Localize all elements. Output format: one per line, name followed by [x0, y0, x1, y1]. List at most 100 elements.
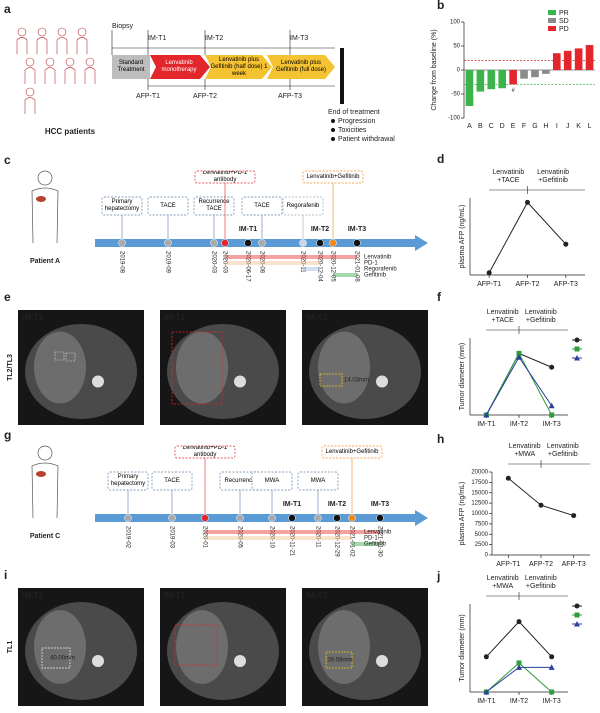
label: AFP-T3	[562, 561, 586, 568]
label: F	[522, 123, 526, 130]
text-box: MWA	[264, 477, 280, 484]
person-body	[76, 37, 88, 54]
label: IM-T3	[306, 313, 327, 322]
label: 2020-12-04	[316, 251, 322, 282]
label: Patient withdrawal	[338, 136, 395, 143]
person-head	[45, 57, 55, 67]
label: AFP-T1	[496, 561, 520, 568]
label: J	[566, 123, 570, 130]
text-box: Recurrence	[224, 478, 255, 484]
marker	[574, 603, 580, 609]
label: AFP-T2	[515, 281, 539, 288]
bar	[542, 70, 550, 74]
label: Toxicities	[338, 127, 367, 134]
label: IM-T2	[311, 226, 329, 233]
label: #	[511, 88, 515, 94]
marker	[516, 660, 522, 666]
label: 2019-09	[164, 251, 170, 274]
box-text: Primary hepatectomy	[104, 199, 140, 212]
organ	[176, 331, 228, 404]
label: H	[543, 123, 548, 130]
label: 17500	[471, 480, 488, 486]
person-head	[17, 27, 27, 37]
label: 7500	[475, 521, 489, 527]
marker	[486, 270, 492, 276]
label: PD-1	[364, 536, 378, 542]
event-box	[101, 196, 143, 216]
label: 20000	[471, 470, 488, 476]
label: g	[4, 428, 11, 442]
text-box: Lenvatinib plus Gefitinib (half dose) 1 …	[210, 56, 268, 77]
label: 2020-06-17	[244, 251, 250, 282]
event-box	[297, 471, 339, 491]
box-text: Lenvatinib plus Gefitinib (full dose)	[275, 60, 327, 73]
label: Lenvatinib	[525, 309, 557, 316]
bar	[531, 70, 539, 78]
label: j	[436, 569, 440, 583]
box-text: Regorafenib	[286, 202, 320, 209]
bullet	[331, 119, 335, 123]
event-box	[194, 170, 256, 184]
marker	[549, 654, 555, 660]
label: +Gefitinib	[538, 177, 568, 184]
label: +TACE	[492, 317, 515, 324]
silhouette	[37, 445, 53, 461]
label: c	[4, 153, 11, 167]
person-body	[24, 67, 36, 84]
bar	[498, 70, 507, 89]
label: Patient C	[30, 533, 60, 540]
marker	[574, 355, 580, 361]
stage	[150, 55, 210, 79]
label: AFP-T1	[477, 281, 501, 288]
person-body	[64, 67, 76, 84]
label: L	[588, 123, 592, 130]
marker	[548, 402, 555, 409]
label: C	[489, 123, 494, 130]
marker	[549, 412, 555, 418]
marker	[516, 354, 522, 360]
text-box: TACE	[254, 203, 270, 209]
label: 2020-11	[314, 526, 320, 548]
person-head	[85, 57, 95, 67]
label: Lenvatinib	[537, 169, 569, 176]
label: Lenvatinib	[492, 169, 524, 176]
label: 39.58mm	[327, 658, 352, 664]
label: -100	[448, 116, 461, 122]
label: Progression	[338, 118, 375, 125]
person-body	[36, 37, 48, 54]
silhouette	[31, 462, 59, 519]
text-box: Lenvatinib plus Gefitinib (full dose)	[275, 60, 327, 73]
box-text: Lenvatinib plus Gefitinib (half dose) 1 …	[210, 56, 268, 77]
label: +MWA	[514, 451, 535, 458]
bar	[465, 70, 474, 106]
box-text: MWA	[264, 477, 280, 484]
label: IM-T3	[543, 421, 561, 428]
marker	[548, 664, 555, 670]
bar	[476, 70, 485, 92]
bar	[509, 70, 517, 85]
person-body	[24, 97, 36, 114]
roi	[41, 647, 71, 669]
time-point	[236, 514, 244, 522]
label: a	[4, 2, 11, 16]
label: 100	[450, 20, 461, 26]
series-line	[485, 356, 553, 416]
box-text: TACE	[164, 477, 180, 484]
roi	[325, 651, 353, 669]
event-box	[174, 445, 236, 459]
label: IM-T2	[510, 421, 528, 428]
label: AFP-T3	[278, 93, 302, 100]
time-point	[118, 239, 126, 247]
box-text: Lenvatinib+Gefitinib	[325, 448, 379, 455]
event-box	[241, 196, 283, 216]
text-box: Regorafenib	[286, 202, 320, 209]
label: IM-T3	[290, 35, 308, 42]
label: h	[437, 432, 444, 446]
label: 0	[485, 553, 489, 559]
label: IM-T1	[22, 591, 43, 600]
time-point	[244, 239, 252, 247]
label: 2020-08	[258, 251, 264, 274]
marker	[538, 502, 544, 508]
box-text: Lenvatinib+PD-1 antibody	[202, 171, 248, 183]
event-box	[321, 445, 383, 459]
